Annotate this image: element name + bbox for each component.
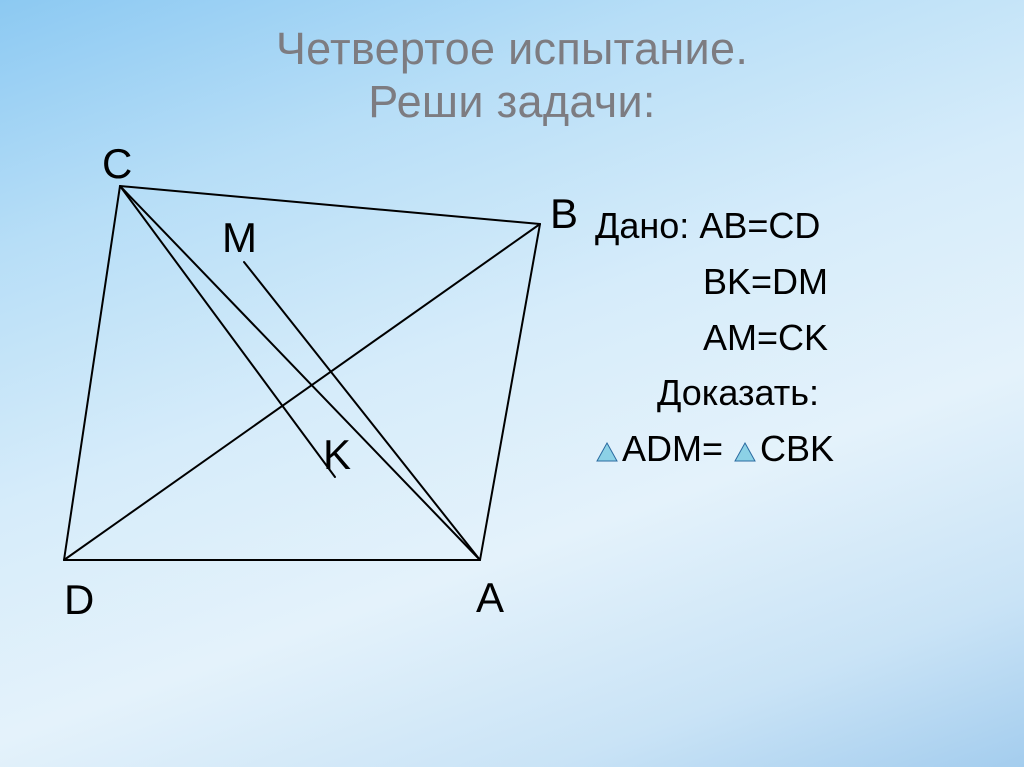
given-heading-row: Дано: AB=CD [595,198,834,254]
segment-DC [64,186,120,560]
prove-heading: Доказать: [595,365,834,421]
slide: Четвертое испытание. Реши задачи: CBADMK… [0,0,1024,767]
geometry-diagram [0,0,1024,767]
given-line-3: AM=CK [595,310,834,366]
vertex-label-A: A [476,574,504,622]
vertex-label-D: D [64,576,94,624]
vertex-label-M: M [222,214,257,262]
given-line-2: BK=DM [595,254,834,310]
segment-CB [120,186,540,224]
segment-AM [244,262,480,560]
prove-expression: ADM= CBK [595,421,834,479]
vertex-label-C: C [102,140,132,188]
vertex-label-K: K [323,431,351,479]
problem-text: Дано: AB=CD BK=DM AM=CK Доказать: ADM= C… [595,198,834,479]
vertex-label-B: B [550,190,578,238]
diagram-segments [64,186,540,560]
given-heading: Дано: [595,205,689,246]
triangle-icon [733,423,757,479]
triangle-icon [595,423,619,479]
prove-left: ADM= [622,428,723,469]
prove-right: CBK [760,428,834,469]
segment-BA [480,224,540,560]
given-line-1: AB=CD [699,205,820,246]
segment-CA [120,186,480,560]
segment-DB [64,224,540,560]
